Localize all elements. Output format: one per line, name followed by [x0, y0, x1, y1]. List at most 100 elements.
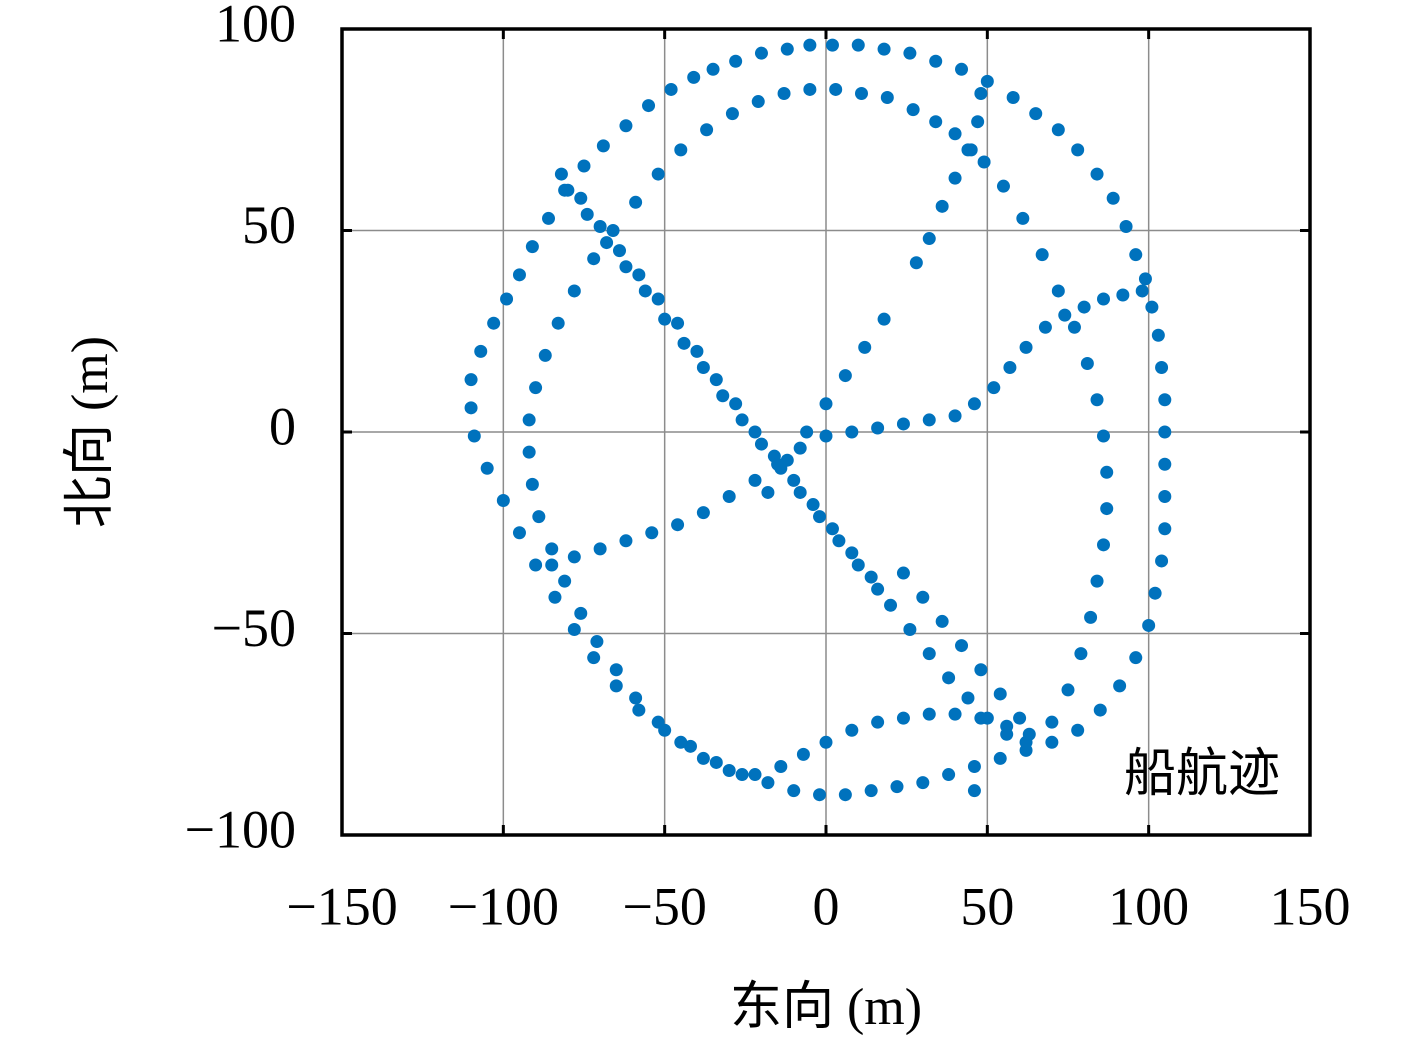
- x-tick-label: 50: [960, 876, 1014, 936]
- point: [480, 461, 494, 475]
- point: [574, 606, 588, 620]
- point: [554, 167, 568, 181]
- point: [935, 614, 949, 628]
- point: [906, 103, 920, 117]
- point: [709, 755, 723, 769]
- point: [896, 417, 910, 431]
- point: [674, 143, 688, 157]
- y-tick-label: −50: [212, 598, 296, 658]
- point: [645, 526, 659, 540]
- point: [922, 647, 936, 661]
- point: [929, 54, 943, 68]
- point: [532, 510, 546, 524]
- point: [1129, 248, 1143, 262]
- point: [722, 764, 736, 778]
- point: [593, 542, 607, 556]
- point: [651, 715, 665, 729]
- points: [464, 38, 1172, 802]
- point: [619, 534, 633, 548]
- point: [1045, 715, 1059, 729]
- point: [880, 91, 894, 105]
- point: [577, 159, 591, 173]
- point: [690, 344, 704, 358]
- point: [600, 236, 614, 250]
- point: [793, 485, 807, 499]
- point: [629, 691, 643, 705]
- point: [890, 780, 904, 794]
- point: [671, 518, 685, 532]
- point: [567, 284, 581, 298]
- point: [1100, 502, 1114, 516]
- point: [1142, 618, 1156, 632]
- x-tick-label: 0: [813, 876, 840, 936]
- point: [813, 788, 827, 802]
- point: [642, 99, 656, 113]
- legend-label: 船航迹: [1124, 746, 1280, 803]
- point: [525, 240, 539, 254]
- point: [1116, 288, 1130, 302]
- point: [1093, 703, 1107, 717]
- x-tick-label: 150: [1270, 876, 1351, 936]
- point: [974, 86, 988, 100]
- plot-frame: [340, 27, 1312, 837]
- point: [632, 703, 646, 717]
- point: [729, 397, 743, 411]
- point: [474, 344, 488, 358]
- point: [980, 74, 994, 88]
- point: [716, 389, 730, 403]
- point: [838, 369, 852, 383]
- point: [609, 679, 623, 693]
- point: [651, 292, 665, 306]
- point: [1155, 554, 1169, 568]
- point: [1158, 425, 1172, 439]
- point: [1058, 308, 1072, 322]
- point: [700, 123, 714, 137]
- point: [612, 244, 626, 258]
- point: [825, 38, 839, 52]
- point: [800, 425, 814, 439]
- point: [1077, 300, 1091, 314]
- point: [948, 127, 962, 141]
- point: [1084, 610, 1098, 624]
- point: [977, 155, 991, 169]
- point: [819, 429, 833, 443]
- point: [942, 768, 956, 782]
- point: [967, 759, 981, 773]
- point: [971, 115, 985, 129]
- point: [748, 768, 762, 782]
- point: [955, 639, 969, 653]
- point: [961, 691, 975, 705]
- point: [735, 768, 749, 782]
- point: [864, 570, 878, 584]
- point: [864, 784, 878, 798]
- point: [1074, 647, 1088, 661]
- point: [725, 107, 739, 121]
- point: [1113, 679, 1127, 693]
- point: [1138, 272, 1152, 286]
- point: [1051, 123, 1065, 137]
- point: [761, 485, 775, 499]
- point: [525, 477, 539, 491]
- point: [1038, 320, 1052, 334]
- point: [829, 82, 843, 96]
- point: [754, 437, 768, 451]
- point: [780, 42, 794, 56]
- point: [987, 381, 1001, 395]
- point: [609, 663, 623, 677]
- point: [651, 167, 665, 181]
- axes: −150 −100 −50 0 50 100 150 −100 −50 0 50 100 船航迹: [185, 0, 1351, 936]
- point: [993, 751, 1007, 765]
- point: [632, 268, 646, 282]
- point: [587, 252, 601, 266]
- point: [574, 191, 588, 205]
- point: [467, 429, 481, 443]
- point: [551, 316, 565, 330]
- point: [729, 54, 743, 68]
- point: [590, 635, 604, 649]
- point: [916, 776, 930, 790]
- point: [955, 62, 969, 76]
- point: [748, 473, 762, 487]
- point: [1158, 393, 1172, 407]
- point: [1090, 393, 1104, 407]
- point: [1003, 361, 1017, 375]
